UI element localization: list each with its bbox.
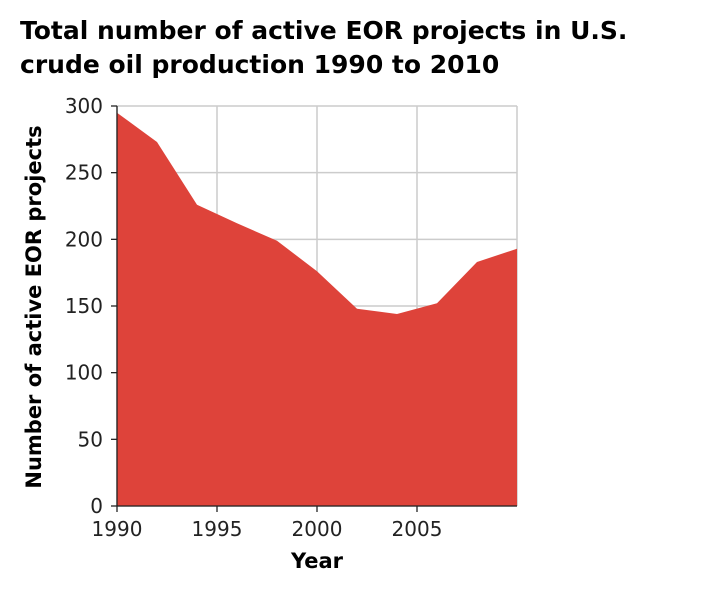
y-tick-label: 200 xyxy=(65,227,103,251)
x-tick-label: 2000 xyxy=(292,517,343,541)
area-series xyxy=(117,112,517,506)
y-tick-label: 250 xyxy=(65,161,103,185)
axis-ticks: 0 50 100 150 200 250 300 1990 1995 2000 2005 xyxy=(65,94,517,541)
x-tick-label: 1995 xyxy=(192,517,243,541)
y-tick-label: 150 xyxy=(65,294,103,318)
y-tick-label: 50 xyxy=(78,427,103,451)
x-tick-label: 2005 xyxy=(392,517,443,541)
y-tick-label: 100 xyxy=(65,361,103,385)
y-axis-title: Number of active EOR projects xyxy=(22,125,46,488)
y-tick-label: 0 xyxy=(90,494,103,518)
x-tick-label: 1990 xyxy=(92,517,143,541)
x-axis-title: Year xyxy=(290,549,344,573)
y-tick-label: 300 xyxy=(65,94,103,118)
chart-title: Total number of active EOR projects in U… xyxy=(20,16,628,79)
